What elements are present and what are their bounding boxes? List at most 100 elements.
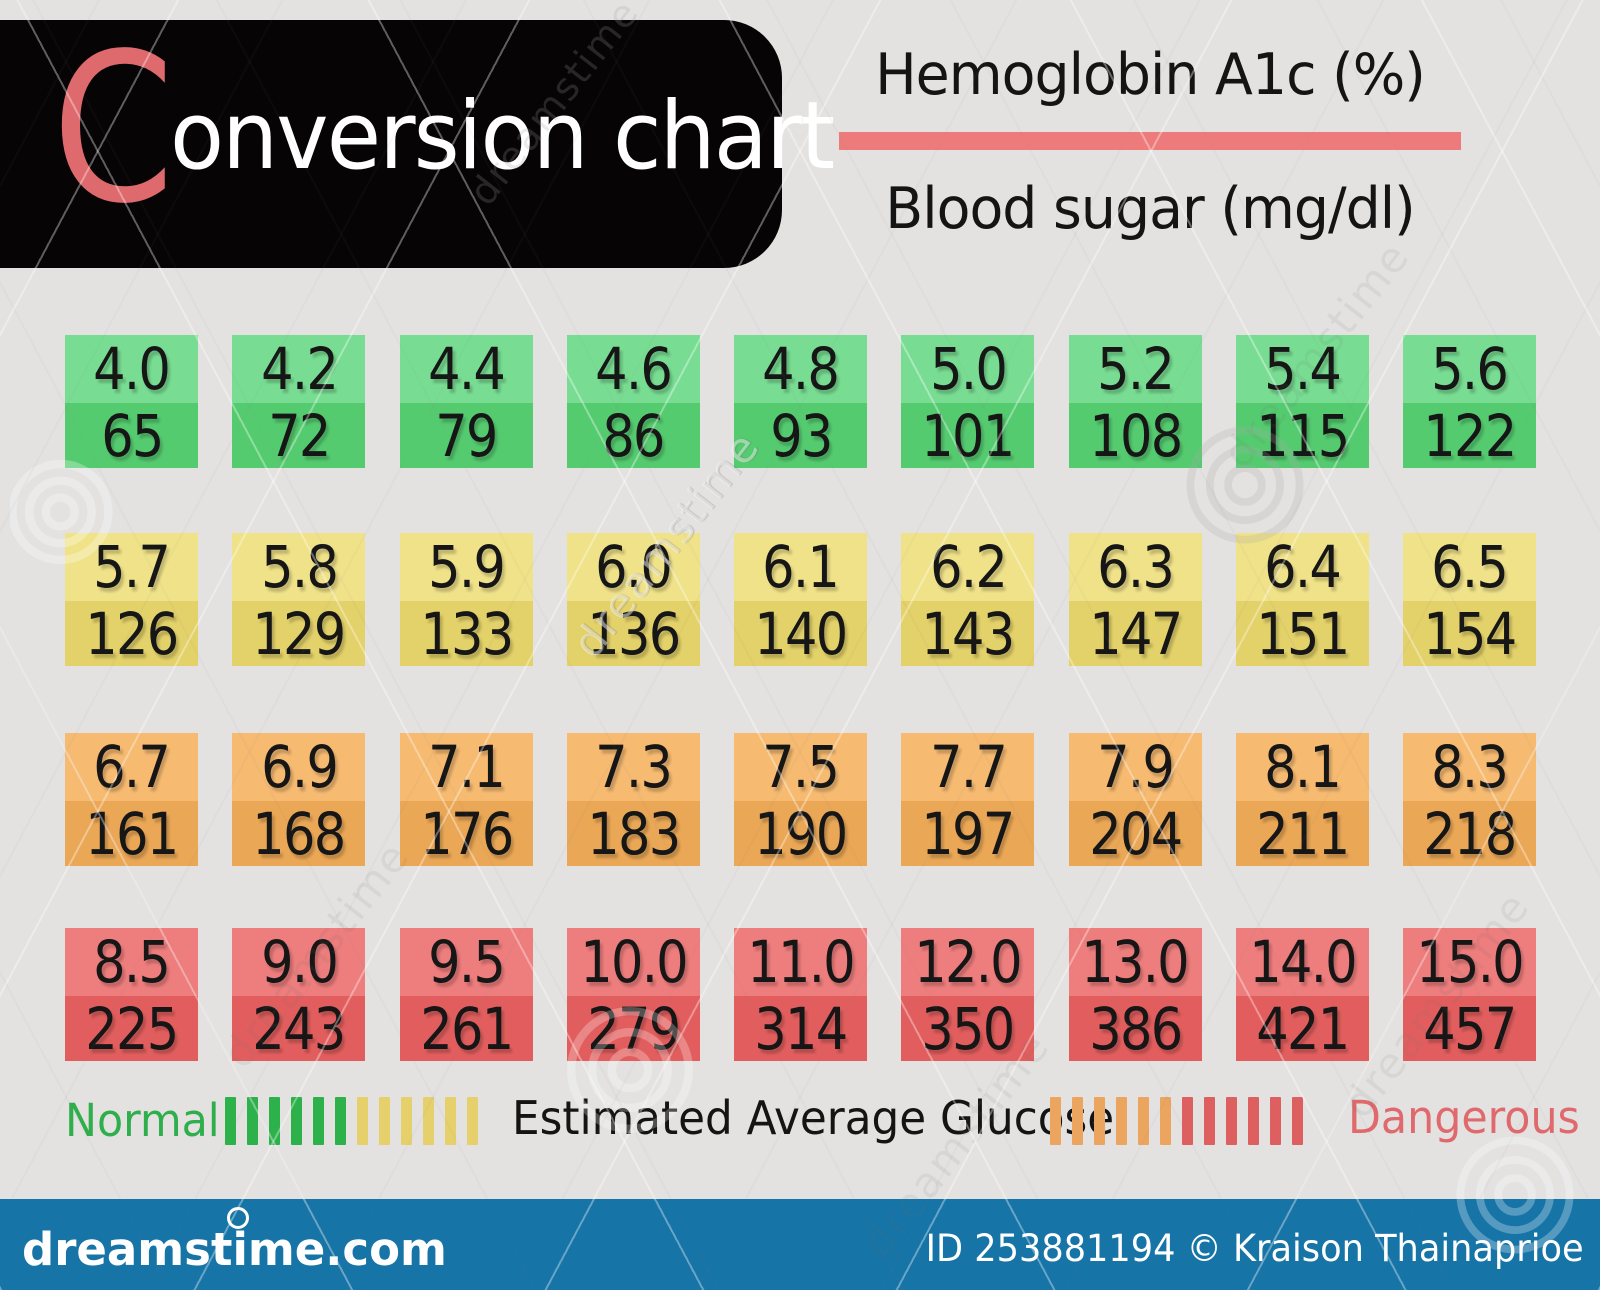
glucose-value: 161 — [85, 799, 179, 868]
a1c-value: 15.0 — [1416, 928, 1524, 996]
conversion-cell: 7.9 204 — [1068, 733, 1202, 868]
glucose-value: 115 — [1256, 401, 1350, 470]
legend-bar — [467, 1097, 478, 1145]
legend-bar — [379, 1097, 390, 1145]
glucose-value: 211 — [1256, 799, 1350, 868]
a1c-value: 13.0 — [1081, 928, 1190, 996]
conversion-row-dangerous: 8.5 225 9.0 243 9.5 261 10.0 279 11.0 314 12.… — [65, 928, 1536, 1061]
conversion-cell: 4.6 86 — [566, 335, 700, 468]
conversion-cell: 4.8 93 — [734, 335, 867, 468]
glucose-value: 79 — [435, 401, 498, 470]
legend-bar — [335, 1097, 346, 1145]
conversion-cell: 8.5 225 — [65, 928, 198, 1061]
legend-bar — [1094, 1097, 1105, 1145]
glucose-value: 140 — [754, 599, 848, 668]
conversion-cell: 6.4 151 — [1235, 533, 1369, 668]
glucose-value: 261 — [419, 994, 514, 1063]
legend-center-label: Estimated Average Glucose — [512, 1091, 1115, 1145]
glucose-value: 225 — [85, 994, 179, 1063]
conversion-cell: 5.2 108 — [1068, 335, 1202, 470]
glucose-value: 129 — [252, 599, 347, 668]
legend-bar — [423, 1097, 434, 1145]
a1c-header: Hemoglobin A1c (%) — [875, 42, 1426, 108]
a1c-value: 7.5 — [762, 733, 841, 801]
conversion-cell: 6.0 136 — [566, 533, 700, 668]
a1c-value: 5.2 — [1097, 335, 1175, 403]
conversion-cell: 5.6 122 — [1403, 335, 1536, 468]
legend-bar — [1270, 1097, 1281, 1145]
a1c-value: 8.3 — [1431, 733, 1510, 801]
conversion-cell: 5.7 126 — [65, 533, 198, 666]
conversion-cell: 7.7 197 — [901, 733, 1035, 868]
a1c-value: 7.7 — [929, 733, 1008, 801]
glucose-value: 204 — [1088, 799, 1183, 868]
legend-bar — [247, 1097, 258, 1145]
a1c-value: 11.0 — [747, 928, 855, 996]
header-divider — [839, 132, 1461, 150]
glucose-value: 386 — [1088, 994, 1183, 1063]
glucose-value: 176 — [419, 799, 514, 868]
a1c-value: 6.7 — [93, 733, 172, 801]
glucose-value: 151 — [1256, 599, 1350, 668]
glucose-value: 421 — [1256, 994, 1350, 1063]
a1c-value: 5.6 — [1431, 335, 1510, 403]
a1c-value: 6.0 — [595, 533, 673, 601]
a1c-value: 8.1 — [1264, 733, 1342, 801]
legend-bar — [1160, 1097, 1171, 1145]
a1c-value: 10.0 — [579, 928, 688, 996]
conversion-cell: 5.0 101 — [901, 335, 1035, 470]
legend-normal-label: Normal — [65, 1094, 220, 1147]
glucose-value: 154 — [1423, 599, 1517, 668]
title-rest: onversion chart — [170, 82, 835, 191]
conversion-cell: 7.5 190 — [734, 733, 867, 866]
a1c-value: 6.9 — [260, 733, 339, 801]
conversion-cell: 8.1 211 — [1235, 733, 1369, 868]
title-initial: C — [52, 9, 175, 249]
conversion-cell: 6.2 143 — [901, 533, 1035, 668]
glucose-value: 65 — [100, 401, 164, 470]
a1c-value: 7.3 — [595, 733, 673, 801]
legend-bar — [1248, 1097, 1259, 1145]
conversion-cell: 7.1 176 — [399, 733, 533, 868]
glucose-value: 218 — [1423, 799, 1517, 868]
glucose-value: 136 — [587, 599, 681, 668]
glucose-value: 93 — [769, 401, 833, 470]
a1c-value: 7.1 — [428, 733, 506, 801]
a1c-value: 6.3 — [1097, 533, 1175, 601]
glucose-value: 101 — [921, 401, 1016, 470]
glucose-value: 457 — [1423, 994, 1517, 1063]
conversion-cell: 5.9 133 — [399, 533, 533, 668]
legend-bar — [291, 1097, 302, 1145]
conversion-cell: 7.3 183 — [566, 733, 700, 868]
blood-sugar-header: Blood sugar (mg/dl) — [885, 176, 1415, 242]
a1c-value: 4.4 — [428, 335, 506, 403]
glucose-value: 143 — [921, 599, 1016, 668]
a1c-value: 9.5 — [428, 928, 506, 996]
conversion-cell: 6.9 168 — [232, 733, 366, 866]
legend-bar — [1138, 1097, 1149, 1145]
glucose-value: 122 — [1423, 401, 1517, 470]
glucose-value: 108 — [1088, 401, 1183, 470]
glucose-value: 147 — [1088, 599, 1183, 668]
conversion-cell: 14.0 421 — [1235, 928, 1369, 1063]
glucose-value: 183 — [587, 799, 681, 868]
a1c-value: 12.0 — [914, 928, 1022, 996]
conversion-cell: 9.0 243 — [232, 928, 366, 1061]
conversion-row-high: 6.7 161 6.9 168 7.1 176 7.3 183 7.5 190 7.7 19… — [65, 733, 1536, 866]
legend-bar — [269, 1097, 280, 1145]
conversion-row-normal: 4.0 65 4.2 72 4.4 79 4.6 86 4.8 93 5.0 101 5.2… — [65, 335, 1536, 468]
conversion-cell: 10.0 279 — [566, 928, 700, 1061]
glucose-value: 126 — [85, 599, 179, 668]
glucose-value: 197 — [921, 799, 1016, 868]
legend-bars-left — [225, 1097, 489, 1145]
conversion-cell: 13.0 386 — [1068, 928, 1202, 1063]
glucose-value: 133 — [419, 599, 514, 668]
a1c-value: 5.0 — [929, 335, 1008, 403]
legend-bars-right — [1050, 1097, 1314, 1145]
a1c-value: 5.8 — [260, 533, 339, 601]
conversion-cell: 5.8 129 — [232, 533, 366, 668]
legend-bar — [225, 1097, 236, 1145]
conversion-cell: 6.1 140 — [734, 533, 867, 666]
legend-bar — [1226, 1097, 1237, 1145]
glucose-value: 314 — [754, 994, 848, 1063]
